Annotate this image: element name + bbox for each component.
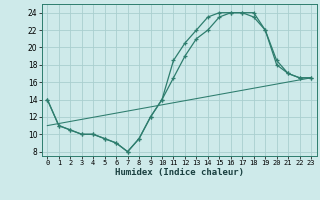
X-axis label: Humidex (Indice chaleur): Humidex (Indice chaleur) (115, 168, 244, 177)
